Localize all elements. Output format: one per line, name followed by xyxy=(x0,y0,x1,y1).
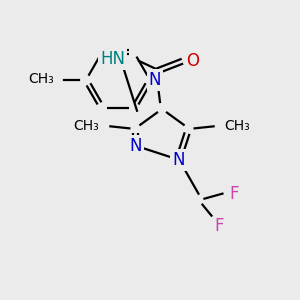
Text: F: F xyxy=(215,217,224,235)
Text: HN: HN xyxy=(100,50,125,68)
Text: N: N xyxy=(172,151,185,169)
Text: CH₃: CH₃ xyxy=(225,119,250,133)
Text: CH₃: CH₃ xyxy=(74,119,99,133)
Text: CH₃: CH₃ xyxy=(28,72,54,86)
Text: F: F xyxy=(230,185,239,203)
Text: O: O xyxy=(187,52,200,70)
Text: N: N xyxy=(149,71,161,89)
Text: N: N xyxy=(129,137,142,155)
